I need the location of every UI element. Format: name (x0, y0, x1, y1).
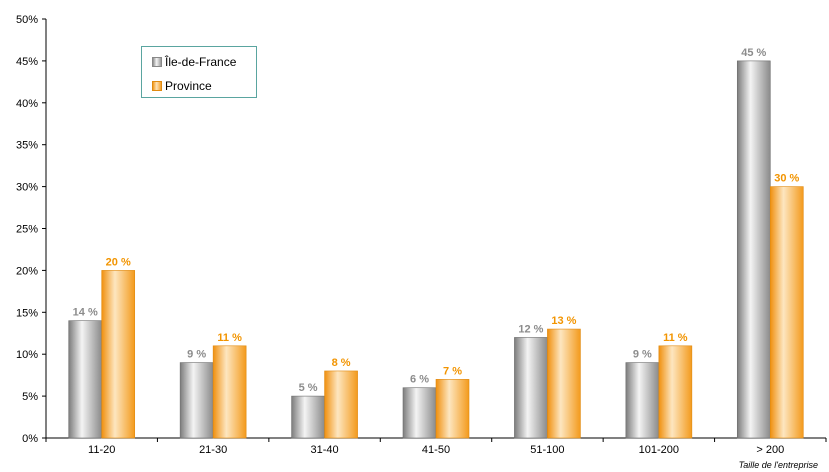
x-tick-label: > 200 (756, 444, 784, 456)
bars (68, 60, 804, 439)
x-tick-label: 41-50 (422, 444, 450, 456)
bar-province (658, 345, 693, 439)
y-tick-label: 15% (16, 307, 38, 319)
data-label-ile-de-france: 6 % (410, 374, 429, 386)
data-label-ile-de-france: 5 % (299, 382, 318, 394)
legend-item-province: Province (152, 79, 212, 93)
bar-ile-de-france (291, 395, 325, 439)
bar-ile-de-france (514, 337, 548, 439)
data-label-province: 7 % (443, 365, 462, 377)
legend-swatch-province (152, 81, 162, 91)
x-tick-label: 11-20 (88, 444, 115, 456)
data-label-province: 20 % (106, 256, 131, 268)
y-tick-label: 10% (16, 349, 38, 361)
y-tick-label: 20% (16, 265, 38, 277)
legend-swatch-ile-de-france (152, 57, 162, 67)
y-tick-label: 50% (16, 14, 38, 26)
data-label-province: 11 % (217, 332, 242, 344)
x-tick-label: 101-200 (639, 444, 679, 456)
data-label-province: 30 % (774, 173, 799, 185)
y-tick-label: 25% (16, 224, 38, 236)
data-label-ile-de-france: 12 % (518, 323, 543, 335)
y-tick-label: 5% (22, 391, 38, 403)
data-label-province: 13 % (551, 315, 576, 327)
bar-ile-de-france (402, 387, 437, 439)
bar-province (547, 328, 581, 439)
bar-province (101, 270, 136, 439)
bar-province (212, 345, 247, 439)
data-label-province: 8 % (332, 357, 351, 369)
bar-province (435, 379, 470, 439)
legend: Île-de-France Province (141, 46, 257, 98)
data-label-ile-de-france: 9 % (187, 349, 206, 361)
data-labels: 14 % 20 % 9 % 11 % 5 % 8 % 6 % 7 % 12 % 13 % 9 % 11… (73, 47, 800, 394)
y-tick-label: 35% (16, 140, 38, 152)
bar-province (324, 370, 358, 439)
axes: 0% 5% 10% 15% 20% 25% 30% 35% 40% 45% 50% 11-20 21-3… (16, 14, 827, 456)
bar-ile-de-france (68, 320, 103, 439)
x-tick-label: 21-30 (199, 444, 227, 456)
bar-ile-de-france (179, 362, 214, 439)
bar-province (769, 186, 804, 439)
legend-label-province: Province (165, 79, 212, 93)
legend-item-ile-de-france: Île-de-France (152, 55, 236, 69)
bar-ile-de-france (736, 60, 771, 439)
data-label-ile-de-france: 14 % (73, 307, 98, 319)
y-tick-label: 45% (16, 56, 38, 68)
data-label-ile-de-france: 9 % (633, 349, 652, 361)
legend-label-ile-de-france: Île-de-France (165, 55, 237, 69)
data-label-province: 11 % (663, 332, 688, 344)
x-axis-title: Taille de l'entreprise (739, 460, 818, 470)
y-tick-label: 30% (16, 182, 38, 194)
bar-ile-de-france (625, 362, 660, 439)
data-label-ile-de-france: 45 % (741, 47, 766, 59)
x-tick-label: 31-40 (311, 444, 339, 456)
y-tick-label: 40% (16, 98, 38, 110)
x-tick-label: 51-100 (530, 444, 564, 456)
y-tick-label: 0% (22, 433, 38, 445)
